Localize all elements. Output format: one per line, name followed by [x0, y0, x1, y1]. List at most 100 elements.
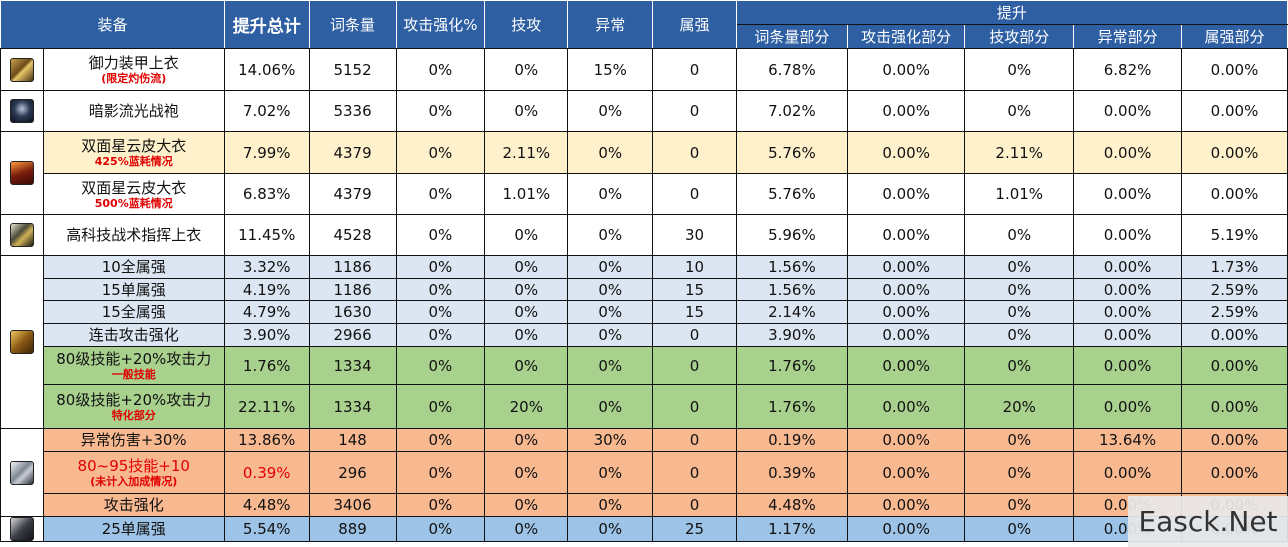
item-name: 80级技能+20%攻击力: [56, 391, 212, 409]
cell-skill-atk: 1.01%: [484, 173, 569, 215]
header-equipment: 装备: [0, 0, 225, 49]
cell-entries-part: 1.76%: [735, 384, 848, 429]
cell-skill-part: 1.01%: [964, 173, 1075, 215]
cell-element-part: 0.00%: [1181, 384, 1288, 429]
table-row: 双面星云皮大衣 500%蓝耗情况 6.83% 4379 0% 1.01% 0% 0 5.76% 0…: [1, 173, 1288, 215]
cell-skill-atk: 0%: [484, 323, 569, 347]
total-boost: 13.86%: [223, 428, 310, 452]
table-row: 80~95技能+10 (未计入加成情况) 0.39% 296 0% 0% 0% 0 0.39% 0…: [1, 451, 1288, 494]
total-boost: 6.83%: [223, 173, 310, 215]
cell-abnormal: 0%: [567, 516, 654, 542]
cell-element: 30: [652, 214, 737, 256]
cell-atk-pct: 0%: [395, 300, 486, 324]
cell-entries: 4379: [308, 131, 397, 174]
item-note: (限定灼伤流): [101, 72, 167, 85]
item-icon-cell: [0, 428, 44, 517]
cell-abnormal-part: 0.00%: [1073, 451, 1182, 494]
cell-atk-part: 0.00%: [846, 214, 966, 256]
item-name-cell: 80~95技能+10 (未计入加成情况): [42, 451, 225, 494]
cell-element-part: 0.00%: [1181, 48, 1288, 91]
total-boost: 3.90%: [223, 323, 310, 347]
cell-entries: 1334: [308, 384, 397, 429]
item-name: 25单属强: [101, 520, 166, 538]
cell-atk-pct: 0%: [395, 173, 486, 215]
cell-element-part: 1.73%: [1181, 255, 1288, 279]
cell-atk-part: 0.00%: [846, 173, 966, 215]
watermark: Easck.Net: [1128, 496, 1288, 547]
cell-skill-part: 20%: [964, 384, 1075, 429]
cell-entries: 5152: [308, 48, 397, 91]
armor-icon: [9, 57, 34, 82]
cell-atk-part: 0.00%: [846, 300, 966, 324]
cell-entries-part: 2.14%: [735, 300, 848, 324]
item-name-cell: 10全属强: [42, 255, 225, 279]
item-name-cell: 攻击强化: [42, 493, 225, 517]
cell-skill-part: 0%: [964, 516, 1075, 542]
table-row: 15全属强 4.79% 1630 0% 0% 0% 15 2.14% 0.00% 0% 0.00% 2…: [1, 300, 1288, 324]
cell-entries-part: 5.96%: [735, 214, 848, 256]
cell-entries: 1186: [308, 278, 397, 301]
cell-abnormal: 0%: [567, 255, 654, 279]
item-name: 15单属强: [101, 280, 166, 299]
total-boost: 4.19%: [223, 278, 310, 301]
item-name: 高科技战术指挥上衣: [66, 226, 202, 244]
cell-skill-part: 0%: [964, 214, 1075, 256]
cell-atk-part: 0.00%: [846, 428, 966, 452]
item-note: 一般技能: [111, 368, 156, 381]
item-note: 425%蓝耗情况: [94, 155, 173, 168]
cell-element-part: 2.59%: [1181, 278, 1288, 301]
cell-element: 0: [652, 451, 737, 494]
cell-abnormal-part: 0.00%: [1073, 90, 1182, 132]
item-name-cell: 双面星云皮大衣 425%蓝耗情况: [42, 131, 225, 174]
cell-abnormal-part: 0.00%: [1073, 384, 1182, 429]
shadow-robe-icon: [9, 99, 34, 123]
cell-abnormal-part: 0.00%: [1073, 131, 1182, 174]
header-skill-part: 技攻部分: [964, 24, 1075, 49]
item-icon-cell: [0, 90, 44, 132]
cell-skill-atk: 0%: [484, 451, 569, 494]
cell-element-part: 0.00%: [1181, 90, 1288, 132]
cell-entries-part: 4.48%: [735, 493, 848, 517]
table-row: 暗影流光战袍 7.02% 5336 0% 0% 0% 0 7.02% 0.00% 0% 0.00% 0…: [0, 90, 1288, 132]
item-icon-cell: [0, 255, 44, 429]
header-boost: 提升: [735, 0, 1288, 25]
table-row: 80级技能+20%攻击力 一般技能 1.76% 1334 0% 0% 0% 0 1.76% 0.0…: [1, 346, 1288, 385]
item-name: 10全属强: [101, 258, 166, 276]
item-name: 异常伤害+30%: [80, 431, 187, 449]
total-boost: 11.45%: [223, 214, 310, 256]
cell-element-part: 0.00%: [1181, 451, 1288, 494]
header-atk-pct: 攻击强化%: [395, 0, 486, 49]
cell-element: 0: [652, 173, 737, 215]
cell-abnormal: 15%: [567, 48, 654, 91]
cell-atk-part: 0.00%: [846, 346, 966, 385]
cell-entries: 148: [308, 428, 397, 452]
table-row: 攻击强化4.48%34060%0%0%04.48%0.00%0%0.00%0.0…: [1, 493, 1288, 517]
cell-element: 0: [652, 90, 737, 132]
cell-entries-part: 1.76%: [735, 346, 848, 385]
cell-element: 0: [652, 323, 737, 347]
cell-atk-pct: 0%: [395, 255, 486, 279]
cell-element-part: 2.59%: [1181, 300, 1288, 324]
total-boost: 22.11%: [223, 384, 310, 429]
header-skill-atk: 技攻: [484, 0, 569, 49]
cell-abnormal: 0%: [567, 300, 654, 324]
total-boost: 4.79%: [223, 300, 310, 324]
cell-atk-pct: 0%: [395, 384, 486, 429]
cell-entries: 4528: [308, 214, 397, 256]
cell-skill-atk: 0%: [484, 346, 569, 385]
cell-skill-atk: 0%: [484, 493, 569, 517]
item-icon-cell: [0, 48, 44, 91]
cell-skill-atk: 0%: [484, 278, 569, 301]
table-row: 25单属强5.54%8890%0%0%251.17%0.00%0%0.00%0.…: [0, 516, 1288, 542]
header-abnormal: 异常: [567, 0, 654, 49]
silver-gear-icon: [9, 460, 34, 485]
cell-skill-atk: 0%: [484, 90, 569, 132]
header-atk-part: 攻击强化部分: [846, 24, 966, 49]
cell-element-part: 0.00%: [1181, 428, 1288, 452]
item-name: 双面星云皮大衣: [81, 137, 187, 155]
cell-entries: 1186: [308, 255, 397, 279]
cell-skill-part: 0%: [964, 346, 1075, 385]
total-boost: 14.06%: [223, 48, 310, 91]
cell-abnormal: 0%: [567, 451, 654, 494]
cell-entries-part: 1.17%: [735, 516, 848, 542]
